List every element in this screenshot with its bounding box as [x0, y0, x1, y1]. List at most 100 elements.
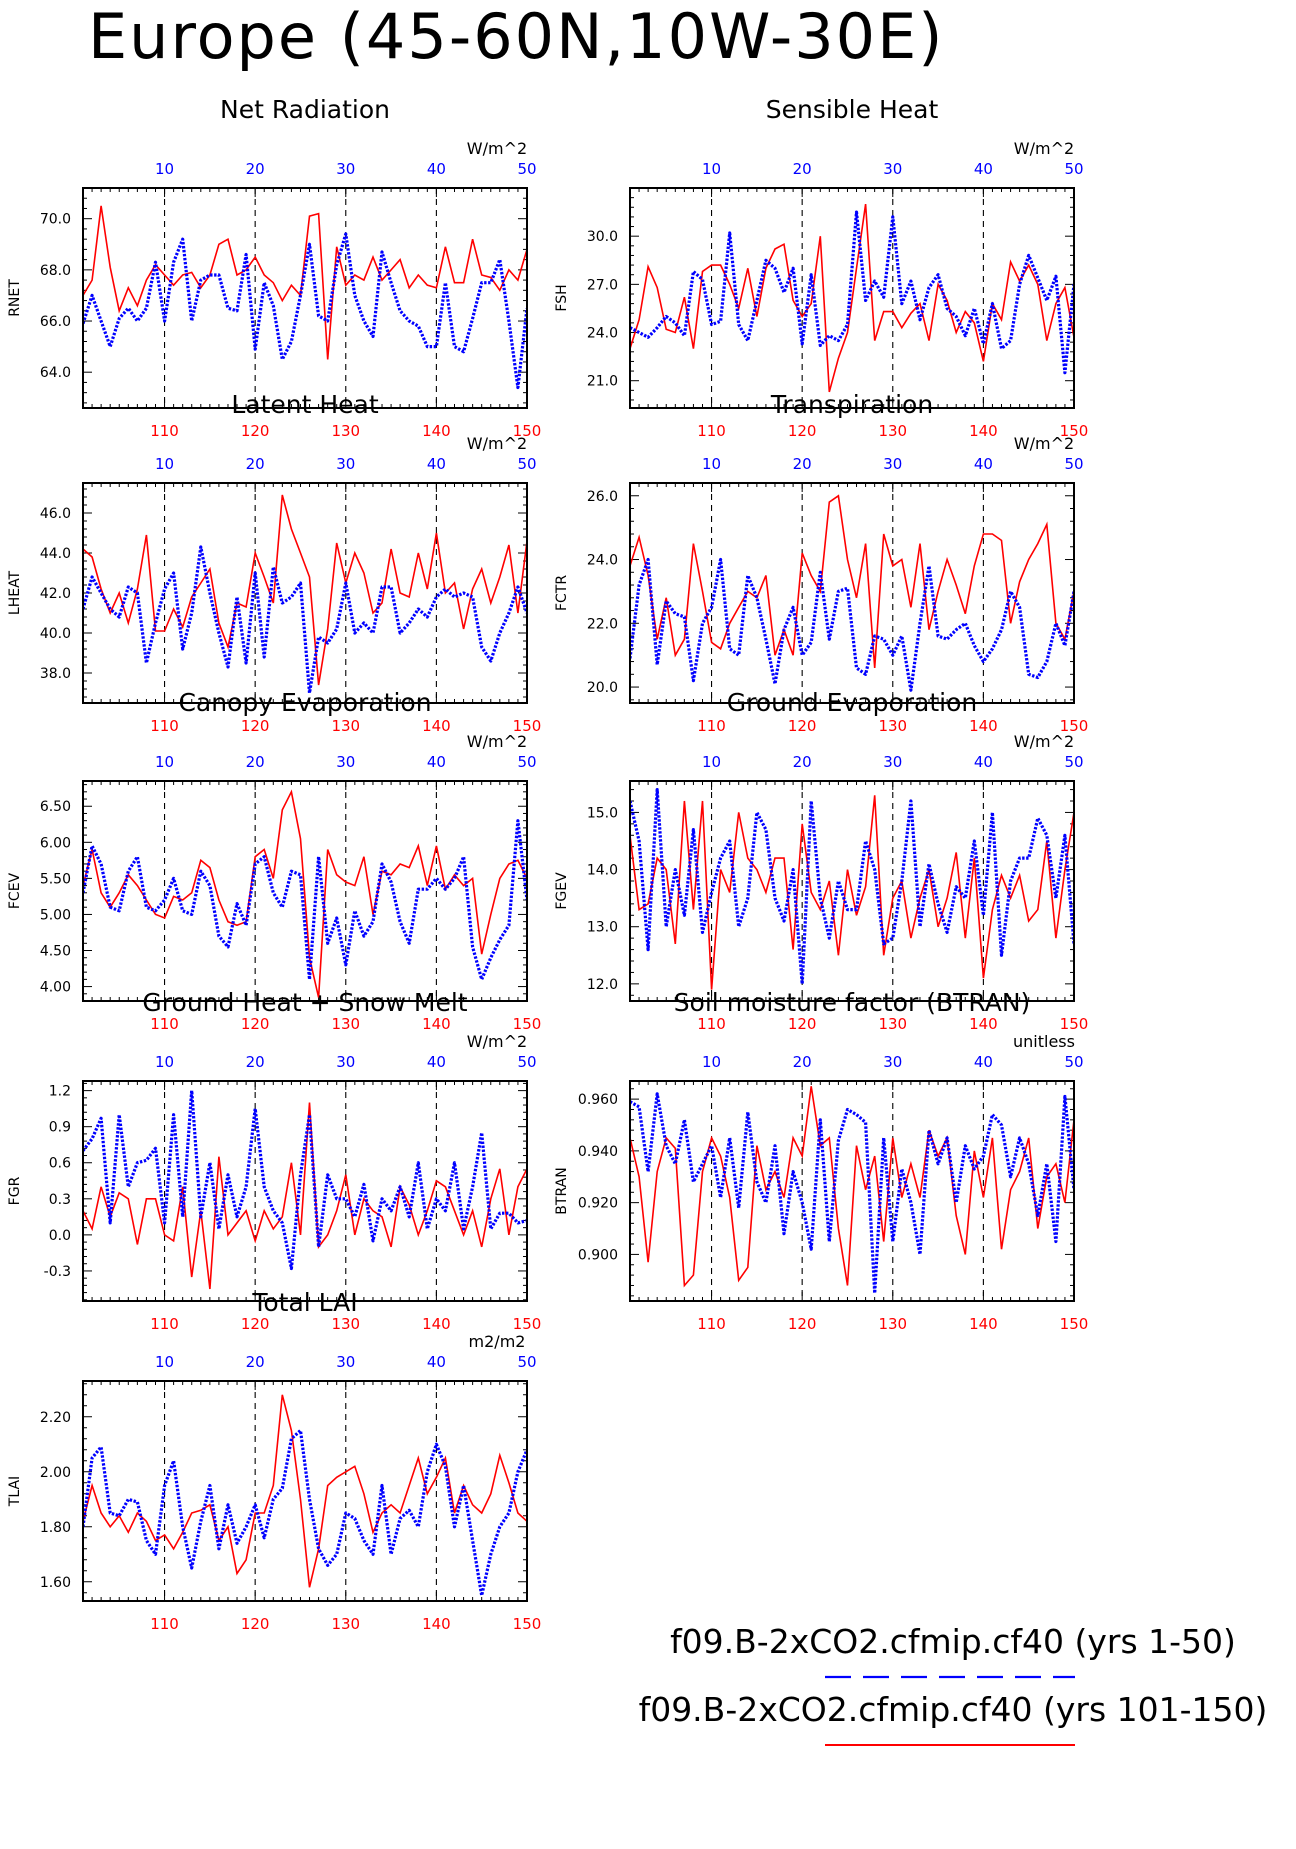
chart-svg: 0.900 0.920 0.940 0.960 BTRAN 110 120 130 140 150… [554, 1032, 1088, 1333]
x-bottom-tick-label: 150 [1060, 1015, 1089, 1033]
plot-frame [629, 780, 1075, 1002]
main-title: Europe (45-60N,10W-30E) [88, 0, 945, 73]
x-top-tick-label: 50 [517, 753, 536, 771]
y-tick-label: 15.0 [587, 805, 618, 821]
series-line-red [83, 494, 527, 686]
y-tick-label: 30.0 [587, 229, 618, 245]
series-line-blue [630, 557, 1074, 692]
plot-frame [82, 1080, 528, 1302]
y-tick-label: 22.0 [587, 616, 618, 632]
x-top-tick-label: 10 [155, 1053, 174, 1071]
y-tick-label: 27.0 [587, 277, 618, 293]
x-top-tick-label: 50 [517, 455, 536, 473]
chart-svg: 64.0 66.0 68.0 70.0 RNET 110 120 130 140 150 10 20 3… [7, 139, 541, 440]
series-line-blue [83, 819, 527, 981]
x-bottom-tick-label: 150 [513, 1615, 542, 1633]
y-tick-label: 24.0 [587, 553, 618, 569]
x-top-tick-label: 20 [793, 160, 812, 178]
y-tick-label: 0.920 [578, 1196, 618, 1212]
x-bottom-tick-label: 140 [969, 717, 998, 735]
units-label: W/m^2 [467, 1032, 527, 1051]
y-tick-label: 38.0 [40, 666, 71, 682]
x-top-tick-label: 10 [155, 455, 174, 473]
series-line-blue [83, 1428, 527, 1598]
x-top-tick-label: 10 [702, 1053, 721, 1071]
x-bottom-tick-label: 130 [878, 422, 907, 440]
x-bottom-tick-label: 130 [331, 422, 360, 440]
chart-panel-btran: Soil moisture factor (BTRAN) 0.900 0.920 0.… [547, 988, 1107, 1348]
chart-svg: 12.0 13.0 14.0 15.0 FGEV 110 120 130 140 150 10 20 3… [554, 732, 1089, 1033]
y-tick-label: 1.2 [49, 1084, 71, 1100]
y-axis-label: FCTR [554, 575, 570, 611]
y-tick-label: 0.900 [578, 1247, 618, 1263]
units-label: unitless [1013, 1032, 1075, 1051]
x-bottom-tick-label: 150 [513, 717, 542, 735]
x-bottom-tick-label: 140 [422, 422, 451, 440]
y-tick-label: 0.9 [49, 1120, 71, 1136]
chart-title: Canopy Evaporation [178, 688, 432, 717]
y-tick-label: 2.00 [40, 1465, 71, 1481]
y-tick-label: -0.3 [44, 1264, 71, 1280]
legend-entry-blue: f09.B-2xCO2.cfmip.cf40 (yrs 1-50) [670, 1622, 1236, 1661]
plot-frame [629, 482, 1075, 704]
x-bottom-tick-label: 110 [697, 717, 726, 735]
y-tick-label: 0.0 [49, 1228, 71, 1244]
chart-title: Transpiration [770, 390, 934, 419]
x-top-tick-label: 10 [702, 455, 721, 473]
chart-svg: 1.60 1.80 2.00 2.20 TLAI 110 120 130 140 150 10 20 3… [7, 1332, 542, 1633]
units-label: m2/m2 [469, 1332, 526, 1351]
x-top-tick-label: 50 [517, 1353, 536, 1371]
chart-panel-fsh: Sensible Heat 21.0 24.0 27.0 30.0 FSH 110 120 13… [547, 95, 1107, 455]
legend-line-blue [825, 1675, 1075, 1679]
series-line-blue [83, 1088, 527, 1271]
chart-panel-tlai: Total LAI 1.60 1.80 2.00 2.20 TLAI 110 120 130 14… [0, 1288, 560, 1648]
x-top-tick-label: 30 [336, 753, 355, 771]
x-bottom-tick-label: 120 [788, 1315, 817, 1333]
x-top-tick-label: 20 [793, 753, 812, 771]
x-bottom-tick-label: 120 [241, 422, 270, 440]
chart-svg: -0.3 0.0 0.3 0.6 0.9 1.2 FGR 110 120 130 140 150 10 2… [7, 1032, 542, 1333]
x-bottom-tick-label: 130 [331, 1315, 360, 1333]
y-tick-label: 40.0 [40, 626, 71, 642]
y-tick-label: 46.0 [40, 506, 71, 522]
chart-panel-lheat: Latent Heat 38.0 40.0 42.0 44.0 46.0 LHEAT 110 1… [0, 390, 560, 750]
x-bottom-tick-label: 110 [697, 422, 726, 440]
legend-line-red [825, 1744, 1075, 1746]
y-axis-label: LHEAT [7, 570, 23, 615]
chart-panel-fgev: Ground Evaporation 12.0 13.0 14.0 15.0 FGEV 11… [547, 688, 1107, 1048]
x-bottom-tick-label: 120 [241, 1315, 270, 1333]
plot-frame [82, 780, 528, 1002]
x-bottom-tick-label: 110 [150, 1615, 179, 1633]
x-bottom-tick-label: 120 [241, 1615, 270, 1633]
x-bottom-tick-label: 110 [150, 1315, 179, 1333]
x-top-tick-label: 40 [974, 1053, 993, 1071]
y-tick-label: 4.00 [40, 980, 71, 996]
y-tick-label: 0.940 [578, 1144, 618, 1160]
x-bottom-tick-label: 120 [788, 1015, 817, 1033]
x-bottom-tick-label: 130 [331, 1015, 360, 1033]
x-bottom-tick-label: 130 [878, 1015, 907, 1033]
x-top-tick-label: 30 [883, 753, 902, 771]
x-bottom-tick-label: 120 [241, 717, 270, 735]
y-tick-label: 64.0 [40, 365, 71, 381]
y-tick-label: 5.50 [40, 871, 71, 887]
x-bottom-tick-label: 140 [969, 1015, 998, 1033]
x-bottom-tick-label: 140 [969, 1315, 998, 1333]
x-top-tick-label: 50 [1064, 1053, 1083, 1071]
x-top-tick-label: 40 [427, 1353, 446, 1371]
series-line-blue [83, 545, 527, 695]
y-axis-label: FCEV [7, 872, 23, 909]
x-bottom-tick-label: 150 [513, 1315, 542, 1333]
x-top-tick-label: 10 [702, 160, 721, 178]
series-line-red [83, 1394, 527, 1588]
series-line-blue [630, 787, 1074, 986]
x-bottom-tick-label: 150 [1060, 717, 1089, 735]
x-bottom-tick-label: 120 [788, 422, 817, 440]
x-bottom-tick-label: 110 [150, 1015, 179, 1033]
y-tick-label: 24.0 [587, 326, 618, 342]
x-top-tick-label: 40 [427, 455, 446, 473]
y-tick-label: 14.0 [587, 863, 618, 879]
chart-panel-fgr: Ground Heat + Snow Melt -0.3 0.0 0.3 0.6 0.9 1… [0, 988, 560, 1348]
x-top-tick-label: 50 [1064, 455, 1083, 473]
x-top-tick-label: 20 [246, 455, 265, 473]
